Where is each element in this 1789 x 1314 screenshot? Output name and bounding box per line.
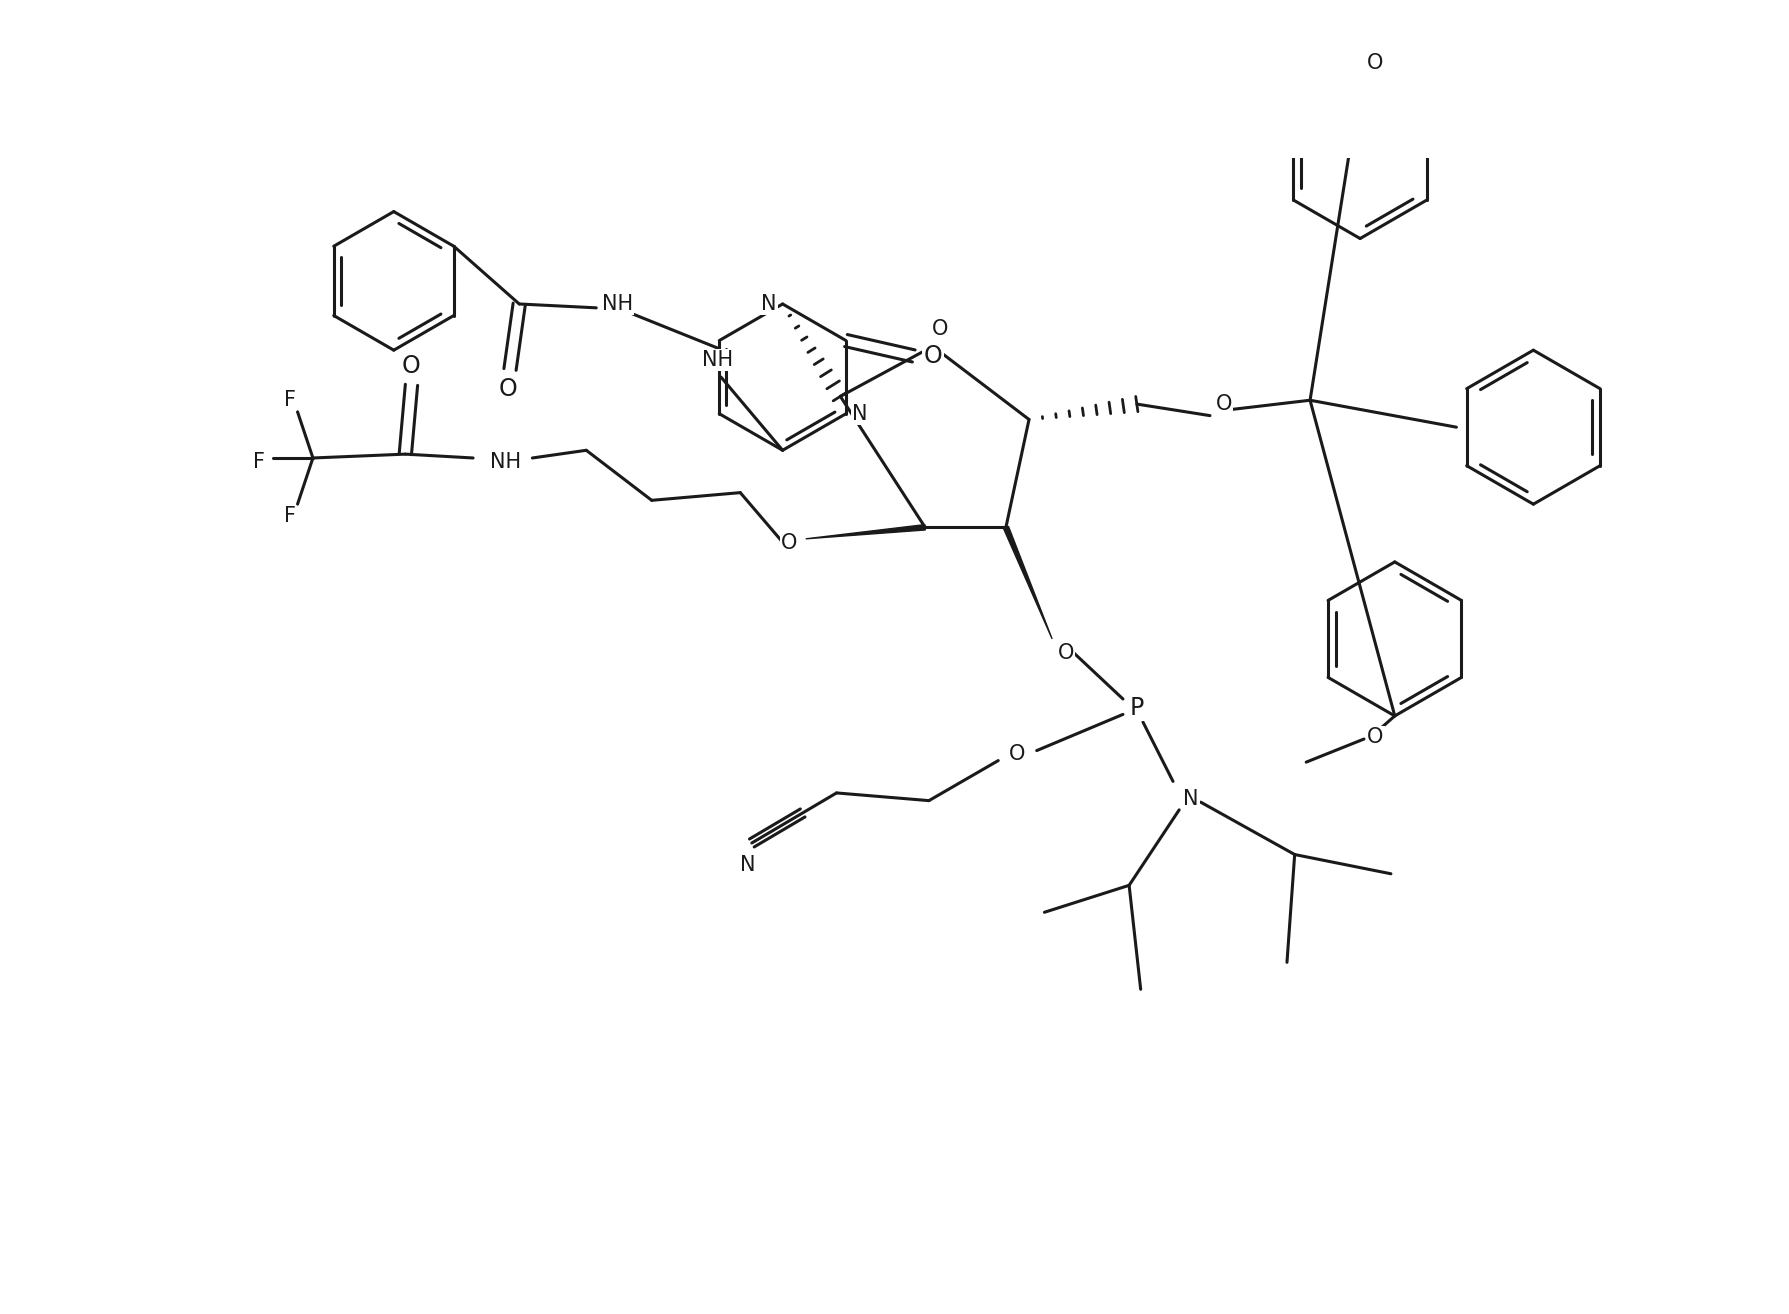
Text: P: P	[1129, 696, 1143, 720]
Text: NH: NH	[701, 351, 732, 371]
Text: N: N	[852, 403, 868, 423]
Text: O: O	[1367, 728, 1383, 748]
Text: O: O	[932, 319, 948, 339]
Text: O: O	[1367, 53, 1383, 74]
Text: O: O	[780, 532, 796, 553]
Text: O: O	[1009, 745, 1025, 765]
Text: N: N	[760, 294, 776, 314]
Text: F: F	[252, 452, 265, 472]
Text: O: O	[1215, 394, 1231, 414]
Text: F: F	[284, 390, 295, 410]
Text: N: N	[741, 854, 755, 875]
Polygon shape	[805, 524, 925, 539]
Text: NH: NH	[490, 452, 521, 472]
Polygon shape	[1004, 526, 1052, 639]
Text: N: N	[1183, 790, 1199, 809]
Text: O: O	[923, 344, 941, 368]
Text: F: F	[284, 506, 295, 526]
Text: NH: NH	[601, 294, 633, 314]
Text: O: O	[1057, 643, 1073, 662]
Text: O: O	[403, 353, 420, 377]
Text: O: O	[499, 377, 517, 401]
